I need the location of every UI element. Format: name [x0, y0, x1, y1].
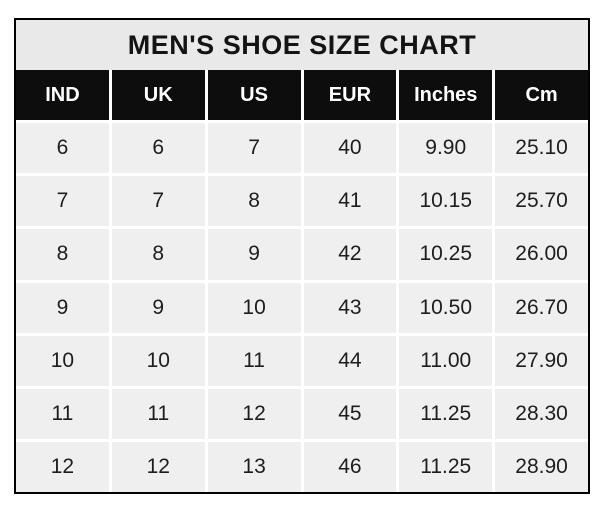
- table-cell: 46: [303, 441, 397, 492]
- table-cell: 28.90: [495, 441, 588, 492]
- column-header-eur: EUR: [303, 70, 397, 121]
- table-cell: 12: [207, 388, 301, 439]
- table-cell: 42: [303, 229, 397, 280]
- table-cell: 10.15: [399, 176, 493, 227]
- table-cell: 10: [111, 335, 205, 386]
- table-cell: 11.00: [399, 335, 493, 386]
- table-cell: 7: [16, 176, 109, 227]
- table-cell: 13: [207, 441, 301, 492]
- table-cell: 26.00: [495, 229, 588, 280]
- table-cell: 11: [207, 335, 301, 386]
- table-cell: 7: [111, 176, 205, 227]
- column-header-us: US: [207, 70, 301, 121]
- table-cell: 6: [111, 123, 205, 174]
- table-cell: 9: [111, 282, 205, 333]
- table-cell: 9: [16, 282, 109, 333]
- chart-title: MEN'S SHOE SIZE CHART: [16, 20, 588, 70]
- table-cell: 40: [303, 123, 397, 174]
- table-cell: 25.10: [495, 123, 588, 174]
- table-cell: 43: [303, 282, 397, 333]
- table-cell: 10: [207, 282, 301, 333]
- table-cell: 41: [303, 176, 397, 227]
- shoe-size-chart: MEN'S SHOE SIZE CHART IND UK US EUR Inch…: [14, 18, 590, 494]
- table-cell: 8: [111, 229, 205, 280]
- table-cell: 6: [16, 123, 109, 174]
- table-cell: 9: [207, 229, 301, 280]
- table-cell: 11.25: [399, 441, 493, 492]
- table-cell: 7: [207, 123, 301, 174]
- table-cell: 12: [111, 441, 205, 492]
- table-cell: 26.70: [495, 282, 588, 333]
- table-cell: 27.90: [495, 335, 588, 386]
- size-table: IND UK US EUR Inches Cm 6 6 7 40 9.90 25…: [16, 70, 588, 492]
- table-cell: 11.25: [399, 388, 493, 439]
- table-cell: 25.70: [495, 176, 588, 227]
- table-cell: 45: [303, 388, 397, 439]
- table-cell: 12: [16, 441, 109, 492]
- table-cell: 11: [16, 388, 109, 439]
- column-header-inches: Inches: [399, 70, 493, 121]
- table-cell: 28.30: [495, 388, 588, 439]
- column-header-uk: UK: [111, 70, 205, 121]
- column-header-ind: IND: [16, 70, 109, 121]
- table-cell: 8: [207, 176, 301, 227]
- table-cell: 44: [303, 335, 397, 386]
- table-cell: 10: [16, 335, 109, 386]
- table-cell: 9.90: [399, 123, 493, 174]
- table-cell: 8: [16, 229, 109, 280]
- table-cell: 11: [111, 388, 205, 439]
- column-header-cm: Cm: [495, 70, 588, 121]
- table-cell: 10.50: [399, 282, 493, 333]
- table-cell: 10.25: [399, 229, 493, 280]
